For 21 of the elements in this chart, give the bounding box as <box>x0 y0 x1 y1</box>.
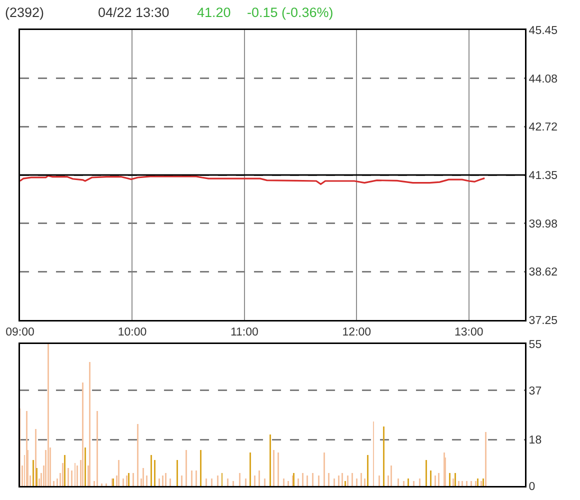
y-tick-label: 39.98 <box>528 218 558 230</box>
x-tick-label: 11:00 <box>230 326 258 338</box>
text: 41.20 <box>197 5 231 20</box>
y-tick-label: 0 <box>528 481 536 494</box>
chart-title: (2392) <box>5 5 44 20</box>
x-tick-label: 09:00 <box>6 326 34 338</box>
y-tick-label: 37.25 <box>528 315 558 328</box>
x-tick-label: 13:00 <box>454 326 484 338</box>
y-tick-label: 45.45 <box>528 25 558 38</box>
y-tick-label: 44.08 <box>528 73 558 86</box>
chart-subtitle: 04/22 13:30 <box>98 5 170 20</box>
y-tick-label: 42.72 <box>528 122 558 134</box>
y-tick-label: 38.62 <box>528 266 558 279</box>
line-series <box>20 174 486 185</box>
y-tick-label: 37 <box>528 385 542 398</box>
x-tick-label: 12:00 <box>342 326 372 338</box>
y-tick-label: 41.35 <box>528 170 558 182</box>
y-tick-label: 18 <box>528 434 542 447</box>
y-tick-label: 55 <box>528 339 542 352</box>
x-tick-label: 10:00 <box>118 326 147 338</box>
text: -0.15 (-0.36%) <box>247 5 334 20</box>
